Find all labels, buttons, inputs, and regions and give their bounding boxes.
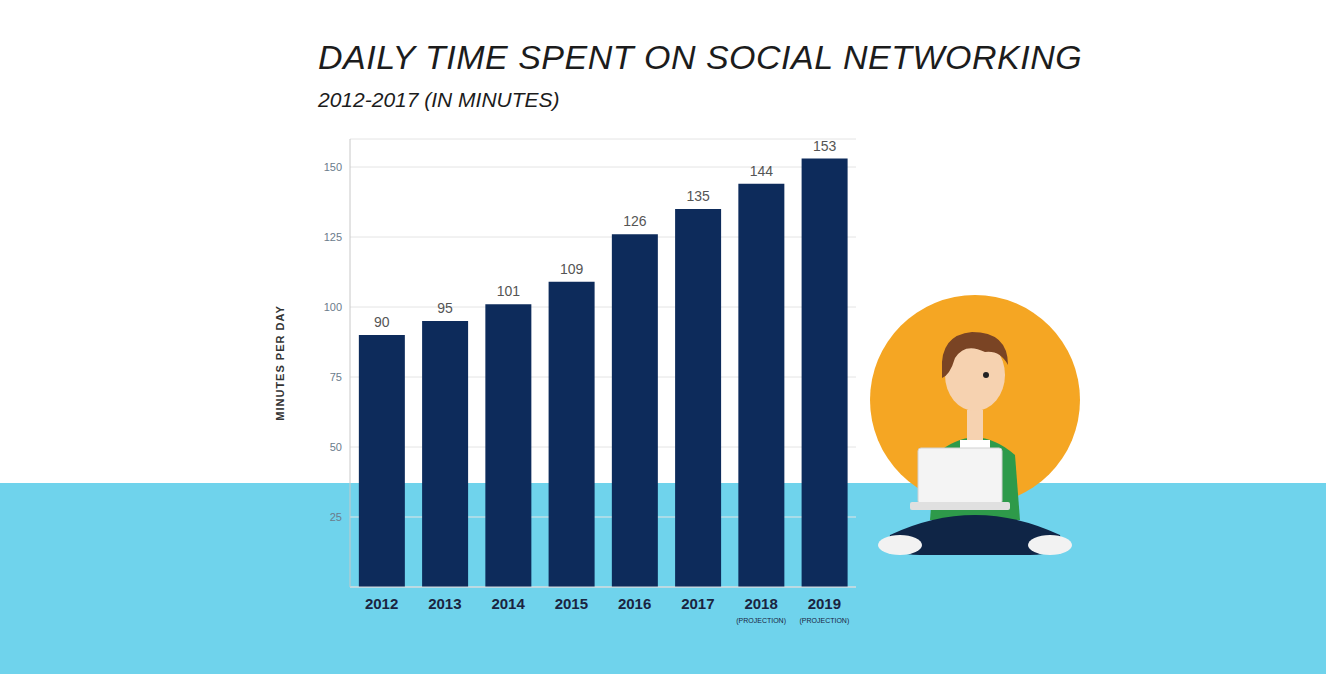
svg-text:153: 153 xyxy=(813,138,837,154)
svg-text:2014: 2014 xyxy=(491,595,525,612)
svg-text:75: 75 xyxy=(330,371,342,383)
html-text:DAILY TIME SPENT ON SOCIAL NET: DAILY TIME SPENT ON SOCIAL NETWORKING xyxy=(318,38,1083,76)
svg-text:90: 90 xyxy=(374,314,390,330)
svg-text:50: 50 xyxy=(330,441,342,453)
svg-text:95: 95 xyxy=(437,300,453,316)
svg-text:MINUTES PER DAY: MINUTES PER DAY xyxy=(274,305,286,420)
svg-text:(PROJECTION): (PROJECTION) xyxy=(799,617,849,625)
svg-text:2012: 2012 xyxy=(365,595,398,612)
svg-text:125: 125 xyxy=(324,231,342,243)
svg-text:126: 126 xyxy=(623,213,647,229)
svg-text:144: 144 xyxy=(750,163,774,179)
html-text:2012-2017 (IN MINUTES): 2012-2017 (IN MINUTES) xyxy=(318,88,560,111)
svg-text:25: 25 xyxy=(330,511,342,523)
svg-text:109: 109 xyxy=(560,261,584,277)
svg-text:101: 101 xyxy=(497,283,521,299)
svg-text:2017: 2017 xyxy=(681,595,714,612)
svg-text:100: 100 xyxy=(324,301,342,313)
svg-text:2015: 2015 xyxy=(555,595,588,612)
svg-text:2019: 2019 xyxy=(808,595,841,612)
svg-text:2016: 2016 xyxy=(618,595,651,612)
svg-text:150: 150 xyxy=(324,161,342,173)
svg-text:2018: 2018 xyxy=(744,595,777,612)
svg-text:135: 135 xyxy=(686,188,710,204)
svg-text:2013: 2013 xyxy=(428,595,461,612)
svg-text:(PROJECTION): (PROJECTION) xyxy=(736,617,786,625)
